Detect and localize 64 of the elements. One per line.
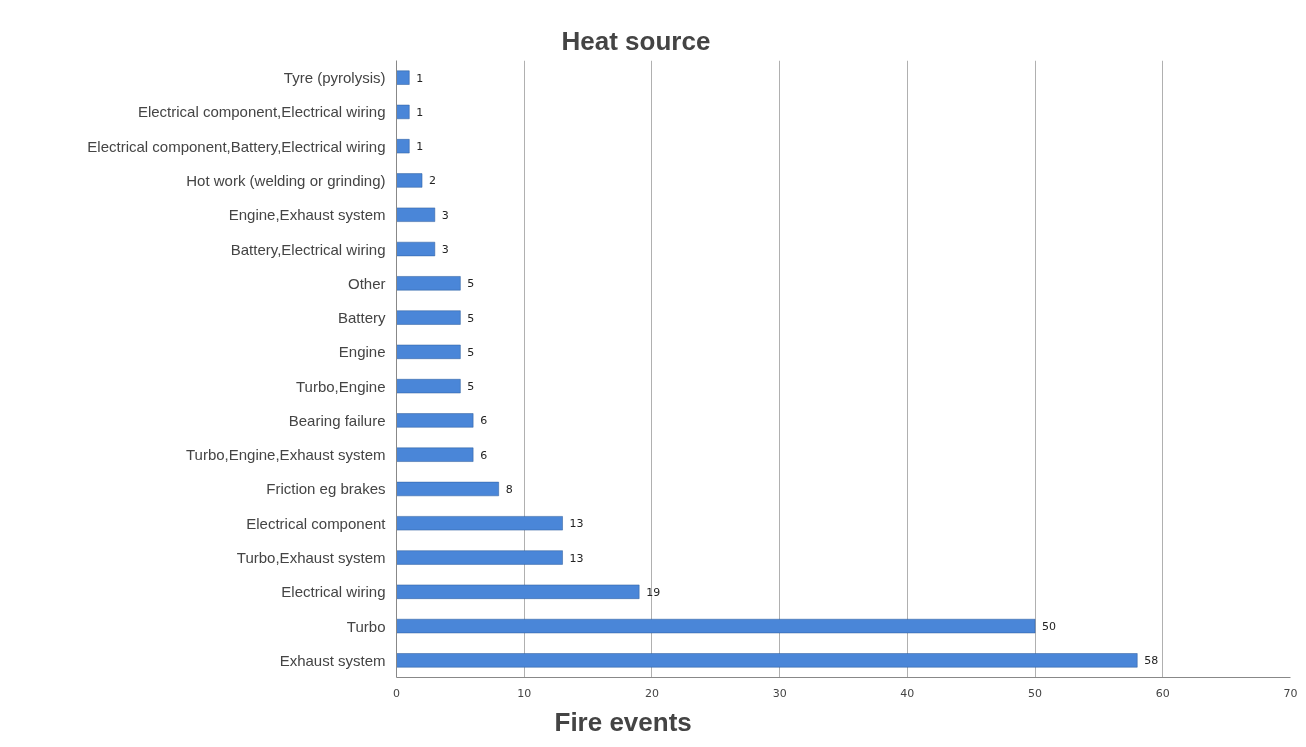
x-tick-label: 30 [772,686,787,700]
y-tick-label: Friction eg brakes [266,480,386,498]
bar [396,447,474,462]
y-tick-label: Other [347,274,386,292]
bar [396,207,436,222]
y-tick-label: Bearing failure [288,411,386,429]
bar [396,481,499,497]
data-label: 5 [467,311,475,325]
bar [396,618,1036,634]
data-label: 3 [441,208,449,222]
x-tick-label: 50 [1028,686,1043,700]
x-tick-label: 60 [1155,686,1170,700]
y-tick-label: Electrical component [246,514,387,532]
x-tick-label: 10 [517,686,532,700]
bar [396,344,461,359]
data-label: 5 [467,345,475,359]
y-tick-label: Battery [337,309,386,327]
y-tick-label: Electrical wiring [281,583,386,601]
data-label: 5 [467,380,475,394]
y-tick-label: Turbo,Engine,Exhaust system [185,446,386,464]
bar [396,550,563,565]
bar [396,379,461,394]
y-tick-label: Engine [338,343,386,361]
y-tick-label: Turbo,Exhaust system [236,549,386,567]
y-tick-label: Tyre (pyrolysis) [283,69,386,87]
y-tick-label: Hot work (welding or grinding) [186,171,386,189]
data-label: 2 [429,174,437,188]
data-label: 1 [416,105,424,119]
bar [396,276,461,291]
bar [396,516,563,531]
y-tick-label: Exhaust system [279,651,386,669]
y-tick-label: Electrical component,Electrical wiring [137,103,386,121]
data-label: 1 [416,140,424,154]
bar [396,653,1138,668]
data-label: 3 [441,243,449,257]
y-tick-label: Battery,Electrical wiring [230,240,386,258]
x-tick-label: 40 [900,686,915,700]
data-label: 8 [505,482,513,496]
data-label: 6 [480,414,488,428]
data-label: 58 [1144,654,1159,668]
y-tick-label: Turbo [346,617,386,635]
bar [396,584,640,599]
data-label: 13 [569,551,584,565]
x-tick-label: 0 [393,686,400,700]
x-axis-title: Fire events [554,706,692,737]
data-label: 6 [480,448,488,462]
chart-title: Heat source [561,25,711,56]
bar [396,173,423,188]
bar [396,70,410,85]
data-label: 5 [467,277,475,291]
y-tick-label: Turbo,Engine [296,377,386,395]
bar [396,310,461,325]
y-tick-label: Electrical component,Battery,Electrical wiring [87,137,386,155]
y-tick-label: Engine,Exhaust system [228,206,386,224]
data-label: 50 [1042,620,1057,634]
bar [396,241,436,257]
data-label: 1 [416,71,424,85]
data-label: 13 [569,517,584,531]
bar [396,413,474,428]
x-tick-label: 70 [1283,686,1298,700]
bar [396,104,410,120]
bar [396,139,410,154]
data-label: 19 [646,585,661,599]
x-tick-label: 20 [644,686,659,700]
